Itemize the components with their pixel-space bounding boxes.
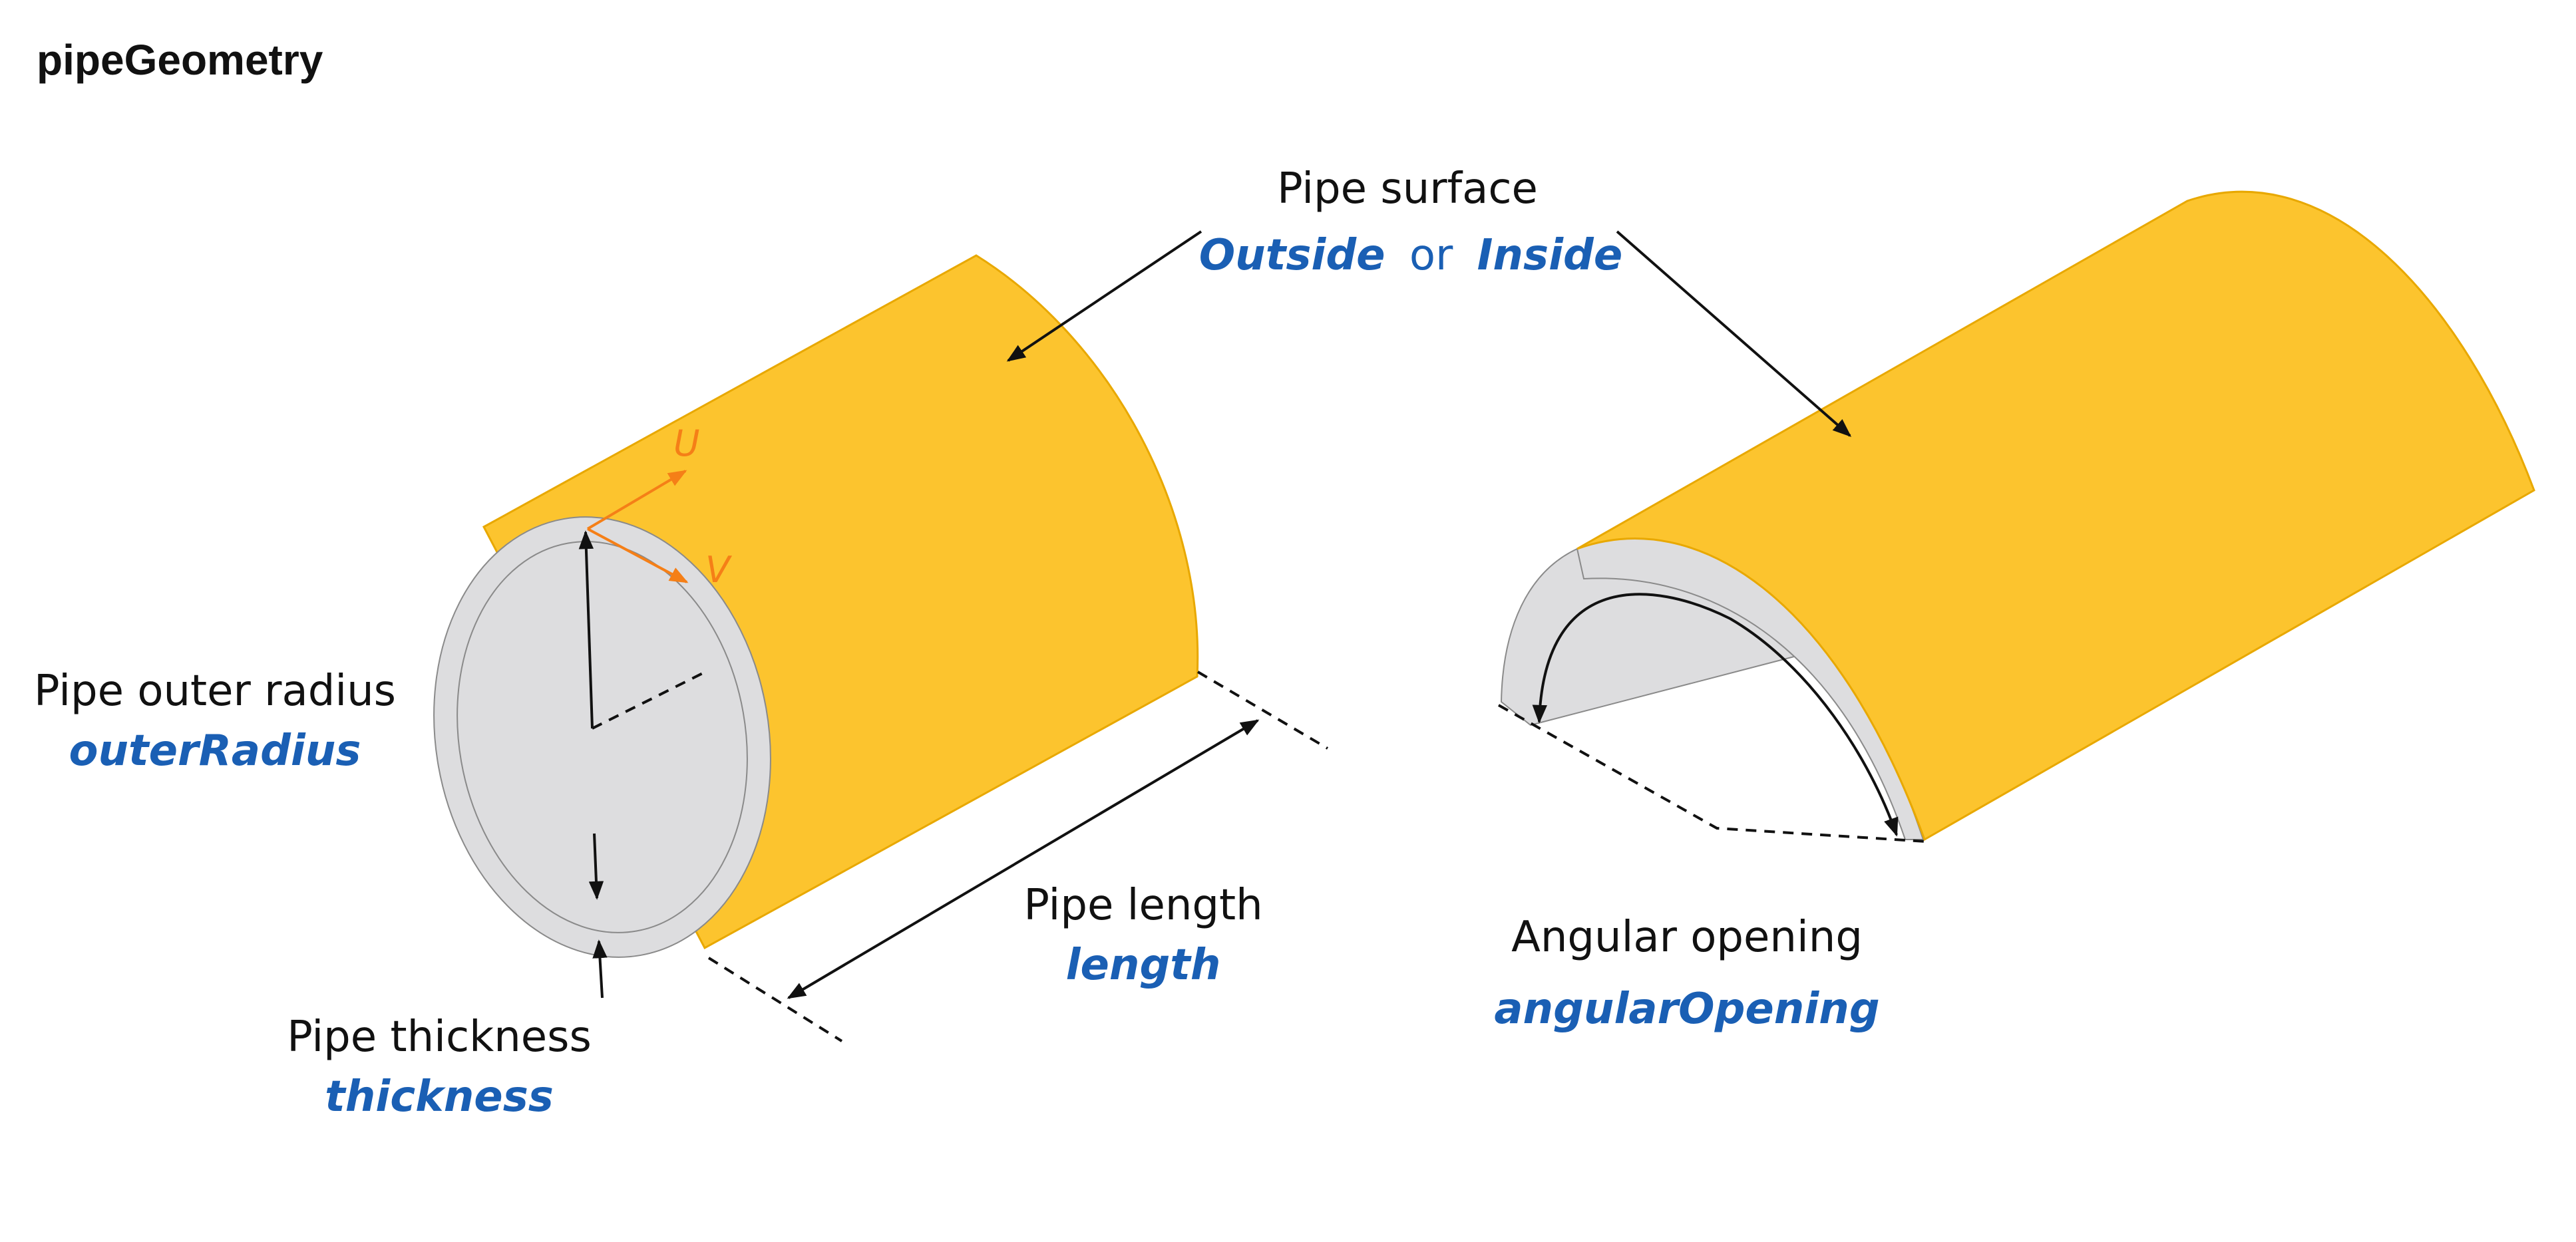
- thickness-arrow-outer: [592, 939, 608, 999]
- length-param: length: [1066, 941, 1221, 990]
- outer-radius-label: Pipe outer radius: [34, 667, 396, 716]
- outer-radius-arrow: [578, 530, 594, 729]
- thickness-param: thickness: [325, 1072, 554, 1122]
- half-pipe: [1498, 190, 2535, 843]
- pipe-surface-param-line: Outside or Inside: [1199, 231, 1622, 280]
- outside-param: Outside: [1199, 231, 1385, 280]
- u-axis-label: U: [673, 422, 700, 464]
- outer-radius-param: outerRadius: [69, 726, 361, 776]
- radius-dashed-line: [592, 671, 706, 730]
- u-axis-arrow: [586, 470, 687, 530]
- surface-arrow-full-pipe: [1006, 230, 1202, 362]
- thickness-label: Pipe thickness: [287, 1012, 592, 1062]
- length-dimension-arrow: [787, 719, 1260, 999]
- inside-param: Inside: [1477, 231, 1623, 280]
- angular-opening-arc-arrow: [1532, 593, 1899, 837]
- length-extension-front: [707, 957, 843, 1042]
- thickness-arrow-inner: [588, 833, 604, 900]
- full-pipe-inner-edge: [457, 541, 748, 933]
- length-extension-back: [1196, 671, 1329, 750]
- v-axis-label: V: [705, 549, 733, 591]
- v-axis-arrow: [587, 528, 689, 583]
- length-label: Pipe length: [1023, 881, 1262, 930]
- angular-opening-param: angularOpening: [1494, 985, 1879, 1034]
- full-pipe: U V: [433, 254, 1329, 1042]
- angular-opening-label: Angular opening: [1511, 913, 1863, 962]
- angular-opening-dashed-chord: [1498, 704, 1927, 843]
- figure-title: pipeGeometry: [37, 36, 323, 84]
- surface-arrow-half-pipe: [1616, 230, 1852, 437]
- or-connector: or: [1409, 231, 1453, 280]
- half-pipe-outer-surface: [1576, 190, 2535, 842]
- full-pipe-end-face: [433, 516, 771, 958]
- pipe-surface-label: Pipe surface: [1277, 164, 1538, 214]
